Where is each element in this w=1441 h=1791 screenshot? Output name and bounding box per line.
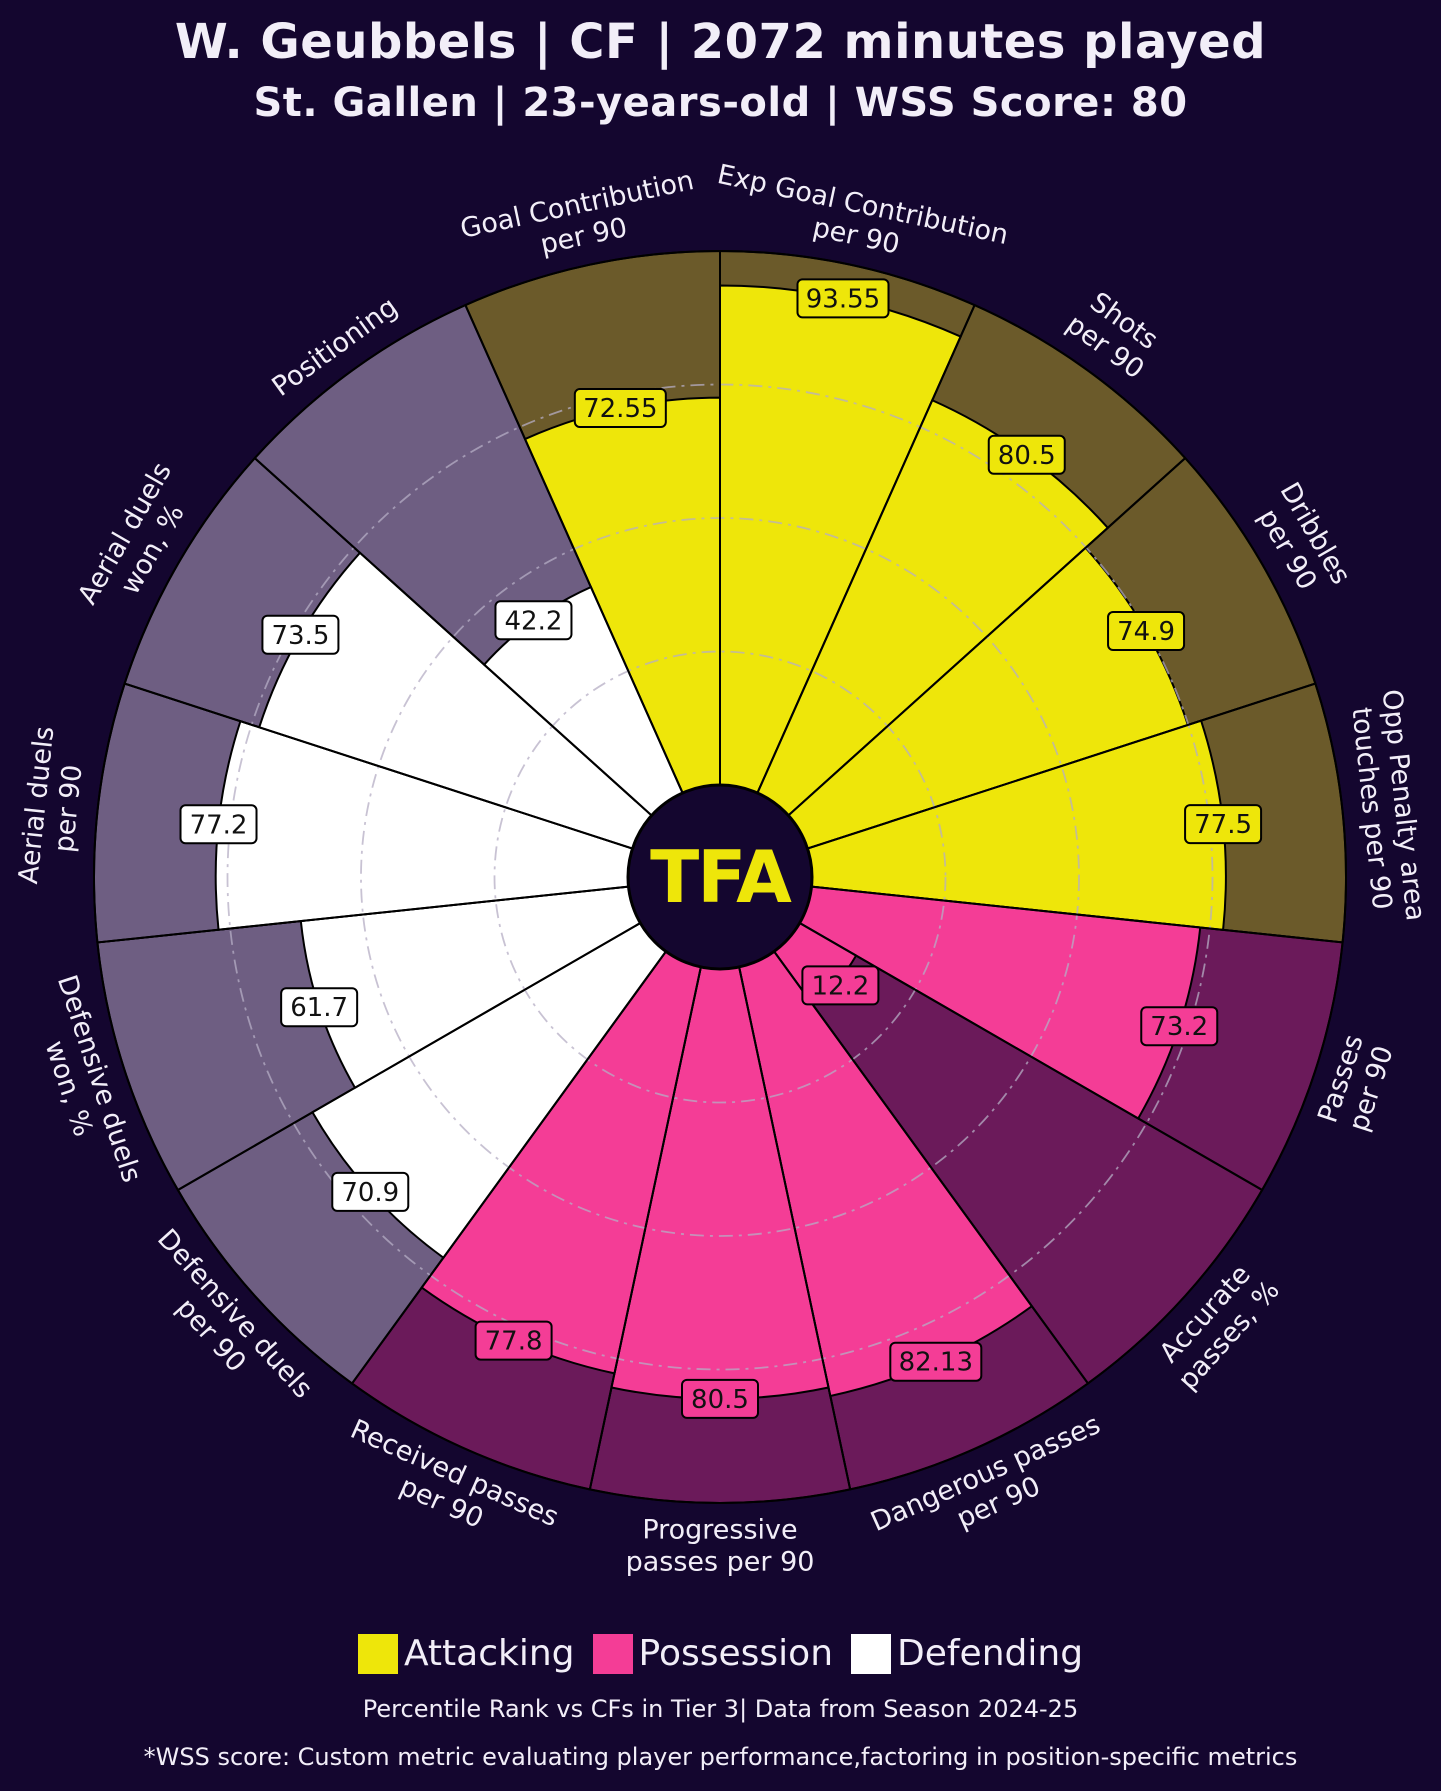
value-label: 12.2 <box>801 965 880 1006</box>
legend-item-attacking: Attacking <box>357 1633 575 1674</box>
outer-ring <box>93 250 1347 1504</box>
sector-divider <box>811 885 1343 944</box>
chart-title: W. Geubbels | CF | 2072 minutes played <box>174 14 1267 70</box>
value-label-box <box>801 965 880 1006</box>
value-label-text: 73.5 <box>271 621 329 651</box>
sector-divider <box>464 304 684 794</box>
value-label-text: 80.5 <box>998 441 1056 471</box>
value-labels: 72.55 93.55 80.5 74.9 77.5 73.2 12.2 82.13 80.5 7… <box>179 278 1263 1419</box>
value-label-text: 82.13 <box>899 1348 973 1378</box>
chart-subtitle: St. Gallen | 23-years-old | WSS Score: 8… <box>253 80 1188 126</box>
value-label: 73.5 <box>261 614 340 655</box>
value-label-box <box>280 987 359 1028</box>
value-label-text: 42.2 <box>505 606 563 636</box>
value-label-box <box>1140 1006 1219 1047</box>
value-label-text: 77.8 <box>485 1327 543 1357</box>
sector-divider <box>756 304 976 794</box>
sector-divider <box>773 950 1089 1385</box>
value-label: 72.55 <box>573 388 667 429</box>
legend-item-possession: Possession <box>592 1633 834 1674</box>
legend-swatch-possession <box>592 1633 633 1674</box>
value-label: 73.2 <box>1140 1006 1219 1047</box>
legend-label-possession: Possession <box>638 1633 834 1674</box>
value-label-box <box>331 1171 410 1212</box>
value-label-text: 74.9 <box>1117 617 1175 647</box>
value-label-text: 93.55 <box>806 284 880 314</box>
value-label: 77.2 <box>179 804 258 845</box>
value-label: 74.9 <box>1107 611 1186 652</box>
value-label-box <box>494 600 573 641</box>
legend-label-attacking: Attacking <box>403 1633 575 1674</box>
category-label-line: passes per 90 <box>626 1547 815 1578</box>
sector-divider <box>97 885 629 944</box>
sector-divider <box>351 950 667 1385</box>
value-label-text: 12.2 <box>811 971 869 1001</box>
value-label: 70.9 <box>331 1171 410 1212</box>
value-label-box <box>1184 804 1263 845</box>
sector-divider <box>588 966 702 1490</box>
value-label-box <box>681 1378 759 1419</box>
value-label-box <box>1107 611 1186 652</box>
value-label-text: 73.2 <box>1150 1012 1208 1042</box>
value-label: 42.2 <box>494 600 573 641</box>
legend-swatch-defending <box>851 1633 892 1674</box>
value-label-text: 70.9 <box>341 1178 399 1208</box>
sector-divider <box>124 682 633 850</box>
value-label-box <box>179 804 258 845</box>
footer-note: Percentile Rank vs CFs in Tier 3| Data f… <box>362 1695 1079 1723</box>
category-label-line: Progressive <box>642 1515 797 1546</box>
value-label: 82.13 <box>889 1341 983 1382</box>
value-label-text: 77.2 <box>190 810 248 840</box>
reference-ring <box>493 650 947 1104</box>
value-label-text: 77.5 <box>1194 810 1252 840</box>
legend-item-defending: Defending <box>851 1633 1083 1674</box>
value-label-text: 80.5 <box>691 1385 749 1415</box>
value-label-box <box>474 1320 553 1361</box>
center-logo-text: TFA <box>650 835 792 919</box>
value-label-box <box>987 434 1066 475</box>
sector-divider <box>738 966 852 1490</box>
legend-label-defending: Defending <box>897 1633 1084 1674</box>
value-label: 93.55 <box>796 278 890 319</box>
value-label-box <box>796 278 890 319</box>
value-label: 77.5 <box>1184 804 1263 845</box>
center-logo: TFA <box>626 783 814 971</box>
value-label: 80.5 <box>681 1378 759 1419</box>
value-label-text: 61.7 <box>290 993 348 1023</box>
value-bars <box>214 284 1227 1400</box>
value-label-box <box>573 388 667 429</box>
value-label-text: 72.55 <box>583 394 657 424</box>
value-label: 77.8 <box>474 1320 553 1361</box>
footer-wss-note: *WSS score: Custom metric evaluating pla… <box>143 1743 1298 1771</box>
sector-divider <box>807 682 1316 850</box>
legend-swatch-attacking <box>357 1633 398 1674</box>
sector-divider <box>177 922 641 1191</box>
value-label: 61.7 <box>280 987 359 1028</box>
value-label: 80.5 <box>987 434 1066 475</box>
value-label-box <box>261 614 340 655</box>
sector-divider <box>254 457 653 817</box>
value-label-box <box>889 1341 983 1382</box>
center-circle <box>626 783 814 971</box>
legend: Attacking Possession Defending <box>0 1633 1441 1674</box>
sector-divider <box>787 457 1186 817</box>
sector-dividers <box>93 250 1347 1504</box>
